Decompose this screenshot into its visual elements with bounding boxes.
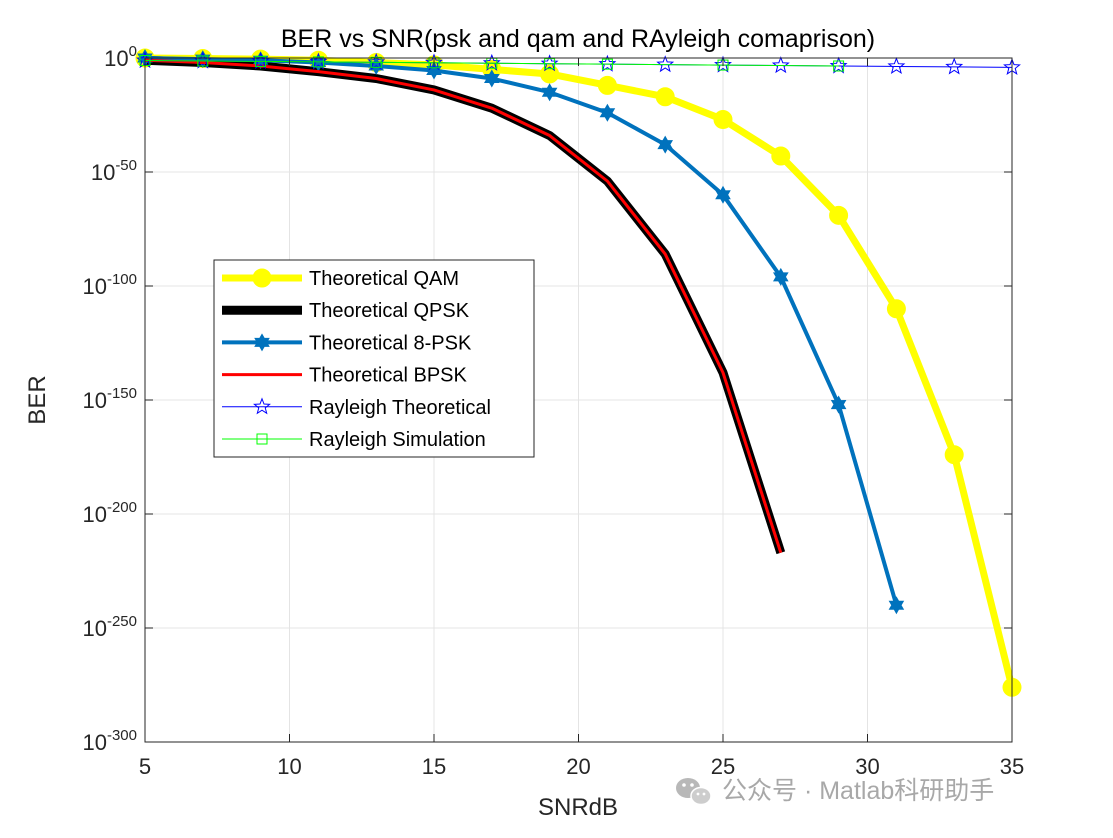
data-point-marker bbox=[829, 205, 849, 225]
legend-entry: Rayleigh Simulation bbox=[222, 429, 486, 451]
data-point-marker bbox=[888, 596, 905, 615]
data-point-marker bbox=[887, 57, 906, 75]
data-point-marker bbox=[945, 57, 964, 75]
legend-entry: Theoretical QAM bbox=[222, 268, 459, 290]
data-point-marker bbox=[197, 55, 209, 67]
y-tick-label: 10-100 bbox=[82, 271, 137, 299]
x-tick-label: 30 bbox=[855, 754, 879, 779]
y-tick-label: 10-250 bbox=[82, 613, 137, 641]
data-point-marker bbox=[771, 146, 791, 166]
data-point-marker bbox=[657, 135, 674, 154]
data-point-marker bbox=[483, 69, 500, 88]
legend-label: Theoretical QPSK bbox=[309, 300, 470, 322]
data-point-marker bbox=[251, 52, 270, 70]
x-tick-label: 10 bbox=[277, 754, 301, 779]
data-point-marker bbox=[597, 75, 617, 95]
x-tick-label: 5 bbox=[139, 754, 151, 779]
data-point-marker bbox=[830, 395, 847, 414]
data-point-marker bbox=[253, 397, 271, 415]
legend-label: Theoretical BPSK bbox=[309, 365, 468, 387]
y-tick-label: 10-150 bbox=[82, 385, 137, 413]
y-tick-label: 10-300 bbox=[82, 727, 137, 755]
data-point-marker bbox=[309, 52, 328, 70]
data-point-marker bbox=[252, 268, 272, 288]
data-point-marker bbox=[426, 61, 442, 80]
data-point-marker bbox=[833, 60, 845, 72]
x-axis-label: SNRdB bbox=[538, 794, 618, 821]
data-point-marker bbox=[482, 53, 501, 71]
data-point-marker bbox=[656, 55, 675, 73]
legend-label: Theoretical 8-PSK bbox=[309, 332, 472, 354]
ticks: 5 10 15 20 25 30 35 100 10-50 10-100 10-150 10-200 1… bbox=[82, 43, 1024, 779]
data-point-marker bbox=[367, 52, 386, 70]
data-point-marker bbox=[255, 55, 267, 67]
legend-label: Theoretical QAM bbox=[309, 268, 459, 290]
data-point-marker bbox=[254, 333, 270, 352]
y-axis-label: BER bbox=[24, 375, 51, 424]
data-point-marker bbox=[540, 54, 559, 72]
y-tick-label: 10-50 bbox=[91, 157, 137, 185]
data-point-marker bbox=[541, 83, 558, 102]
data-point-marker bbox=[771, 56, 790, 74]
legend-label: Rayleigh Simulation bbox=[309, 429, 486, 451]
wechat-icon bbox=[676, 778, 712, 806]
series-theoretical-8-psk bbox=[137, 48, 905, 615]
x-tick-label: 20 bbox=[566, 754, 590, 779]
chart-title: BER vs SNR(psk and qam and RAyleigh coma… bbox=[281, 25, 875, 53]
legend-entry: Theoretical 8-PSK bbox=[222, 332, 472, 354]
y-tick-label: 100 bbox=[104, 43, 137, 71]
data-point-marker bbox=[772, 267, 789, 286]
data-point-marker bbox=[944, 445, 964, 465]
data-point-marker bbox=[425, 53, 443, 71]
data-point-marker bbox=[194, 50, 211, 69]
data-point-marker bbox=[252, 51, 269, 70]
data-point-marker bbox=[256, 433, 268, 445]
data-point-marker bbox=[715, 185, 731, 204]
series-line bbox=[144, 58, 783, 554]
data-point-marker bbox=[599, 103, 616, 122]
legend: Theoretical QAM Theoretical QPSK Theoretic… bbox=[213, 259, 535, 458]
data-point-marker bbox=[601, 58, 613, 70]
data-point-marker bbox=[312, 56, 324, 68]
legend-entry: Theoretical BPSK bbox=[222, 365, 468, 387]
legend-box bbox=[213, 259, 535, 458]
legend-entry: Theoretical QPSK bbox=[222, 300, 470, 322]
y-tick-label: 10-200 bbox=[82, 499, 137, 527]
watermark-text: 公众号 · Matlab科研助手 bbox=[722, 777, 994, 805]
data-point-marker bbox=[540, 64, 560, 84]
legend-entry: Rayleigh Theoretical bbox=[222, 397, 491, 419]
data-point-marker bbox=[713, 110, 733, 130]
data-point-marker bbox=[714, 55, 732, 73]
data-point-marker bbox=[544, 58, 556, 70]
legend-label: Rayleigh Theoretical bbox=[309, 397, 491, 419]
data-point-marker bbox=[886, 299, 906, 319]
series-theoretical-bpsk bbox=[144, 58, 783, 554]
data-point-marker bbox=[829, 56, 848, 74]
watermark: 公众号 · Matlab科研助手 bbox=[676, 777, 994, 806]
data-point-marker bbox=[370, 56, 382, 68]
data-point-marker bbox=[655, 87, 675, 107]
x-tick-label: 25 bbox=[711, 754, 735, 779]
x-tick-label: 15 bbox=[422, 754, 446, 779]
x-tick-label: 35 bbox=[1000, 754, 1024, 779]
series-line bbox=[144, 56, 899, 606]
data-point-marker bbox=[598, 54, 617, 72]
